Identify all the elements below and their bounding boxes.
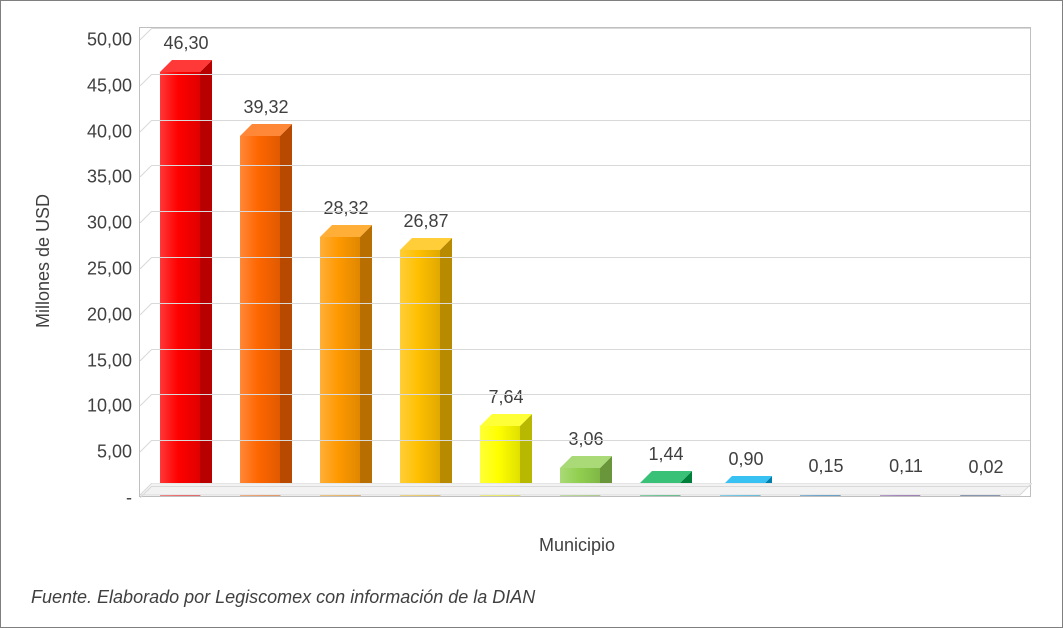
data-label: 0,90 — [728, 449, 763, 470]
footnote: Fuente. Elaborado por Legiscomex con inf… — [31, 587, 535, 608]
gridline — [152, 394, 1030, 395]
bar — [240, 136, 280, 496]
bar-side — [200, 60, 212, 496]
gridline-diag — [140, 74, 152, 86]
bar-top — [480, 414, 532, 426]
y-tick-label: 35,00 — [87, 167, 140, 188]
bar-top — [400, 238, 452, 250]
bar-top — [160, 60, 212, 72]
y-tick-label: 25,00 — [87, 259, 140, 280]
gridline-diag — [140, 211, 152, 223]
gridline — [152, 28, 1030, 29]
gridline — [152, 120, 1030, 121]
y-tick-label: - — [126, 488, 140, 509]
bar — [400, 250, 440, 496]
data-label: 0,02 — [968, 457, 1003, 478]
chart-floor — [140, 483, 1032, 496]
gridline — [152, 165, 1030, 166]
gridline-diag — [140, 394, 152, 406]
bars-layer: 46,3039,3228,3226,877,643,061,440,900,15… — [140, 28, 1030, 496]
bar-front — [240, 136, 280, 496]
data-label: 28,32 — [323, 198, 368, 219]
gridline — [152, 349, 1030, 350]
bar-front — [320, 237, 360, 496]
gridline-diag — [140, 257, 152, 269]
gridline — [152, 303, 1030, 304]
gridline-diag — [140, 349, 152, 361]
bar-front — [400, 250, 440, 496]
y-tick-label: 5,00 — [97, 442, 140, 463]
x-axis-title: Municipio — [539, 535, 615, 556]
chart-container: 46,3039,3228,3226,877,643,061,440,900,15… — [0, 0, 1063, 628]
gridline-diag — [140, 440, 152, 452]
gridline-diag — [140, 303, 152, 315]
data-label: 39,32 — [243, 97, 288, 118]
plot-area: 46,3039,3228,3226,877,643,061,440,900,15… — [139, 27, 1031, 497]
data-label: 26,87 — [403, 211, 448, 232]
bar-top — [560, 456, 612, 468]
data-label: 1,44 — [648, 444, 683, 465]
bar-side — [440, 238, 452, 496]
gridline-diag — [140, 165, 152, 177]
bar-front — [160, 72, 200, 496]
bar-top — [320, 225, 372, 237]
bar — [320, 237, 360, 496]
y-tick-label: 40,00 — [87, 121, 140, 142]
gridline — [152, 257, 1030, 258]
gridline-diag — [140, 28, 152, 40]
data-label: 7,64 — [488, 387, 523, 408]
y-tick-label: 15,00 — [87, 350, 140, 371]
bar-top — [640, 471, 692, 483]
y-tick-label: 45,00 — [87, 75, 140, 96]
data-label: 46,30 — [163, 33, 208, 54]
y-axis-title: Millones de USD — [33, 194, 54, 328]
bar — [160, 72, 200, 496]
gridline — [152, 440, 1030, 441]
data-label: 0,11 — [889, 456, 923, 477]
y-tick-label: 50,00 — [87, 30, 140, 51]
gridline — [152, 486, 1030, 487]
gridline — [152, 74, 1030, 75]
y-tick-label: 20,00 — [87, 304, 140, 325]
bar-top — [240, 124, 292, 136]
gridline — [152, 211, 1030, 212]
gridline-diag — [140, 486, 152, 498]
bar-side — [360, 225, 372, 496]
gridline-diag — [140, 120, 152, 132]
y-tick-label: 10,00 — [87, 396, 140, 417]
data-label: 0,15 — [808, 456, 843, 477]
y-tick-label: 30,00 — [87, 213, 140, 234]
